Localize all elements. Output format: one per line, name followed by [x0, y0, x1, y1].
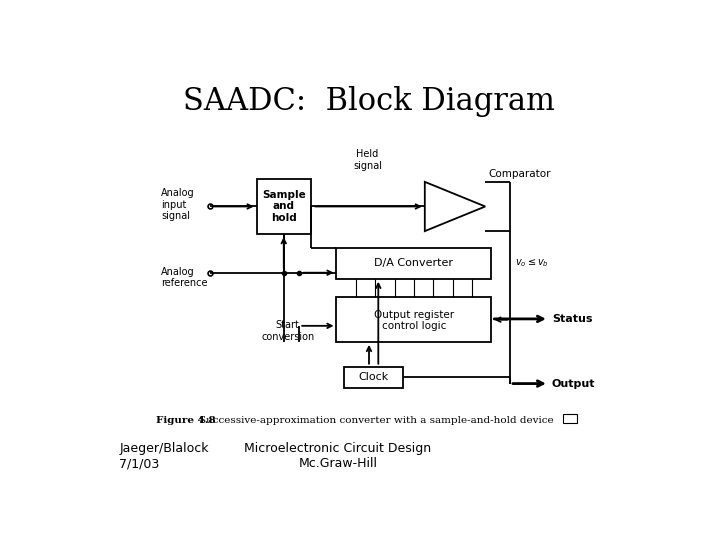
Text: $v_o \leq v_b$: $v_o \leq v_b$	[515, 258, 549, 269]
Text: Start
conversion: Start conversion	[261, 320, 314, 342]
Text: Jaeger/Blalock
7/1/03: Jaeger/Blalock 7/1/03	[120, 442, 209, 470]
Bar	[336, 298, 492, 342]
Bar	[563, 414, 577, 423]
Bar	[344, 367, 403, 388]
Polygon shape	[425, 182, 485, 231]
Text: Output: Output	[552, 379, 595, 389]
Text: Status: Status	[552, 314, 593, 324]
Text: Sample
and
hold: Sample and hold	[262, 190, 305, 223]
Text: Held
signal: Held signal	[353, 150, 382, 171]
Text: Comparator: Comparator	[488, 169, 551, 179]
Bar	[256, 179, 311, 234]
Text: Clock: Clock	[359, 373, 389, 382]
Text: Successive-approximation converter with a sample-and-hold device: Successive-approximation converter with …	[199, 416, 554, 425]
Text: Figure 4.8: Figure 4.8	[156, 416, 215, 425]
Text: Analog
reference: Analog reference	[161, 267, 208, 288]
Text: Analog
input
signal: Analog input signal	[161, 188, 195, 221]
Text: control logic: control logic	[382, 321, 446, 331]
Text: Microelectronic Circuit Design
Mc.Graw-Hill: Microelectronic Circuit Design Mc.Graw-H…	[244, 442, 431, 470]
Bar	[336, 248, 492, 279]
Text: D/A Converter: D/A Converter	[374, 259, 454, 268]
Text: SAADC:  Block Diagram: SAADC: Block Diagram	[183, 86, 555, 117]
Text: Output register: Output register	[374, 310, 454, 320]
